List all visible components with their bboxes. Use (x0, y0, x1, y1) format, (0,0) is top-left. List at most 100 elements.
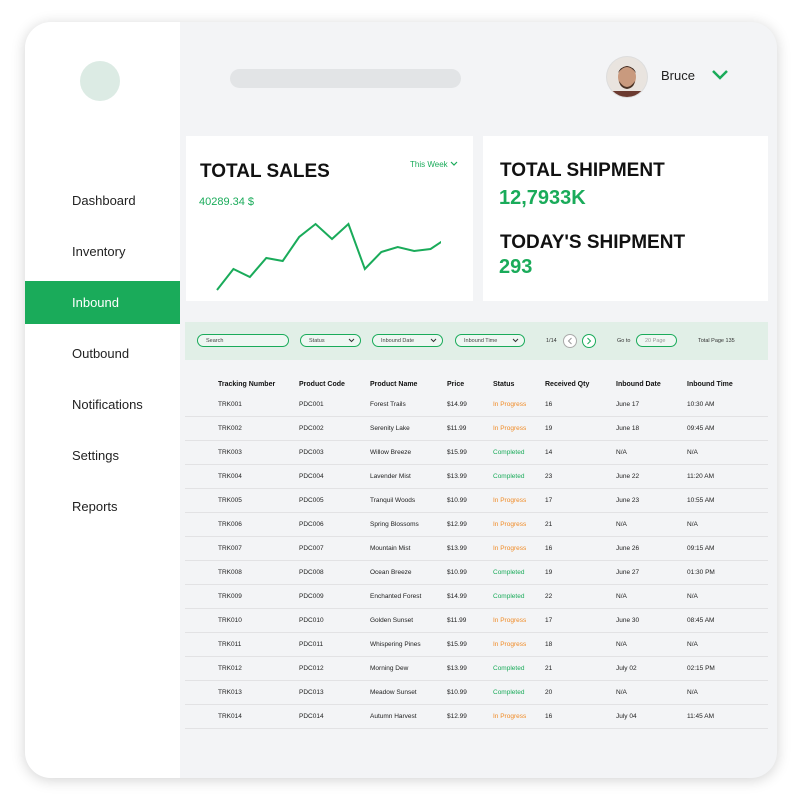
status-filter[interactable]: Status (300, 334, 361, 347)
table-cell: N/A (687, 593, 698, 600)
table-cell: PDC002 (299, 425, 324, 432)
today-shipment-value: 293 (499, 256, 533, 278)
table-cell: TRK004 (218, 473, 242, 480)
table-cell: TRK005 (218, 497, 242, 504)
table-cell: 14 (545, 449, 553, 456)
row-divider (185, 584, 768, 585)
nav-item[interactable]: Reports (72, 499, 118, 514)
status-cell: In Progress (493, 617, 527, 624)
today-shipment-title: TODAY'S SHIPMENT (500, 232, 686, 253)
logo (80, 61, 120, 101)
table-cell: June 27 (616, 569, 640, 576)
table-cell: 11:45 AM (687, 713, 714, 720)
table-cell: 01:30 PM (687, 569, 715, 576)
nav-item[interactable]: Outbound (72, 346, 130, 361)
row-divider (185, 512, 768, 513)
nav-item[interactable]: Inventory (72, 244, 126, 259)
avatar[interactable] (605, 55, 649, 99)
trend-line (216, 222, 441, 291)
table-cell: N/A (616, 641, 627, 648)
table-cell: Golden Sunset (370, 617, 414, 624)
table-cell: Ocean Breeze (370, 569, 412, 576)
table-cell: PDC007 (299, 545, 324, 552)
row-divider (185, 488, 768, 489)
row-divider (185, 680, 768, 681)
status-cell: Completed (493, 593, 525, 600)
table-cell: Tranquil Woods (370, 497, 416, 504)
period-select[interactable]: This Week (410, 160, 458, 169)
row-divider (185, 704, 768, 705)
table-cell: PDC009 (299, 593, 324, 600)
column-header: Product Name (370, 381, 418, 388)
table-cell: Morning Dew (370, 665, 409, 672)
table-cell: 21 (545, 521, 553, 528)
column-header: Received Qty (545, 381, 590, 388)
table-cell: PDC003 (299, 449, 324, 456)
user-name[interactable]: Bruce (661, 68, 695, 83)
time-filter[interactable]: Inbound Time (455, 334, 525, 347)
row-divider (185, 416, 768, 417)
table-cell: 16 (545, 401, 553, 408)
table-cell: 08:45 AM (687, 617, 715, 624)
table-cell: 21 (545, 665, 553, 672)
row-divider (185, 560, 768, 561)
nav-item[interactable]: Settings (72, 448, 119, 463)
table-cell: 20 (545, 689, 553, 696)
table-cell: TRK009 (218, 593, 242, 600)
status-cell: Completed (493, 665, 525, 672)
table-cell: $14.99 (447, 593, 467, 600)
table-cell: TRK003 (218, 449, 242, 456)
table-cell: Spring Blossoms (370, 521, 419, 528)
status-cell: Completed (493, 689, 525, 696)
table-cell: June 22 (616, 473, 640, 480)
nav-item[interactable]: Notifications (72, 397, 143, 412)
table-cell: TRK011 (218, 641, 242, 648)
column-header: Product Code (299, 381, 345, 388)
filter-label: Status (309, 338, 325, 344)
status-cell: In Progress (493, 545, 527, 552)
table-cell: 18 (545, 641, 553, 648)
goto-placeholder: 20 Page (645, 338, 666, 344)
column-header: Inbound Date (616, 381, 661, 388)
table-cell: N/A (616, 689, 627, 696)
table-cell: PDC001 (299, 401, 324, 408)
search-bar[interactable] (230, 69, 461, 88)
table-cell: $15.99 (447, 449, 467, 456)
table-cell: 02:15 PM (687, 665, 715, 672)
row-divider (185, 632, 768, 633)
table-cell: Serenity Lake (370, 425, 410, 432)
goto-input[interactable]: 20 Page (636, 334, 677, 347)
date-filter[interactable]: Inbound Date (372, 334, 443, 347)
sales-trend (216, 222, 441, 291)
table-cell: TRK006 (218, 521, 242, 528)
table-cell: July 04 (616, 713, 637, 720)
table-cell: $13.99 (447, 665, 467, 672)
table-cell: N/A (616, 449, 627, 456)
sidebar: Dashboard Inventory Inbound Outbound Notific… (25, 22, 180, 778)
row-divider (185, 464, 768, 465)
status-cell: In Progress (493, 521, 527, 528)
user-menu-chevron[interactable] (711, 69, 729, 81)
table-cell: June 23 (616, 497, 640, 504)
row-divider (185, 440, 768, 441)
table-cell: N/A (687, 521, 698, 528)
table-cell: June 30 (616, 617, 640, 624)
search-input[interactable]: Search (197, 334, 289, 347)
table-cell: PDC013 (299, 689, 324, 696)
status-cell: In Progress (493, 641, 527, 648)
table-cell: TRK002 (218, 425, 242, 432)
status-cell: Completed (493, 473, 525, 480)
table-cell: TRK007 (218, 545, 242, 552)
table-cell: PDC014 (299, 713, 324, 720)
nav-item[interactable]: Inbound (25, 281, 180, 324)
table-cell: N/A (616, 521, 627, 528)
total-pages: Total Page 135 (698, 338, 735, 344)
status-cell: In Progress (493, 713, 527, 720)
search-placeholder: Search (206, 338, 224, 344)
table-cell: Meadow Sunset (370, 689, 417, 696)
pager-buttons[interactable] (562, 333, 598, 349)
table-cell: Forest Trails (370, 401, 406, 408)
nav-item[interactable]: Dashboard (72, 193, 136, 208)
table-cell: July 02 (616, 665, 637, 672)
